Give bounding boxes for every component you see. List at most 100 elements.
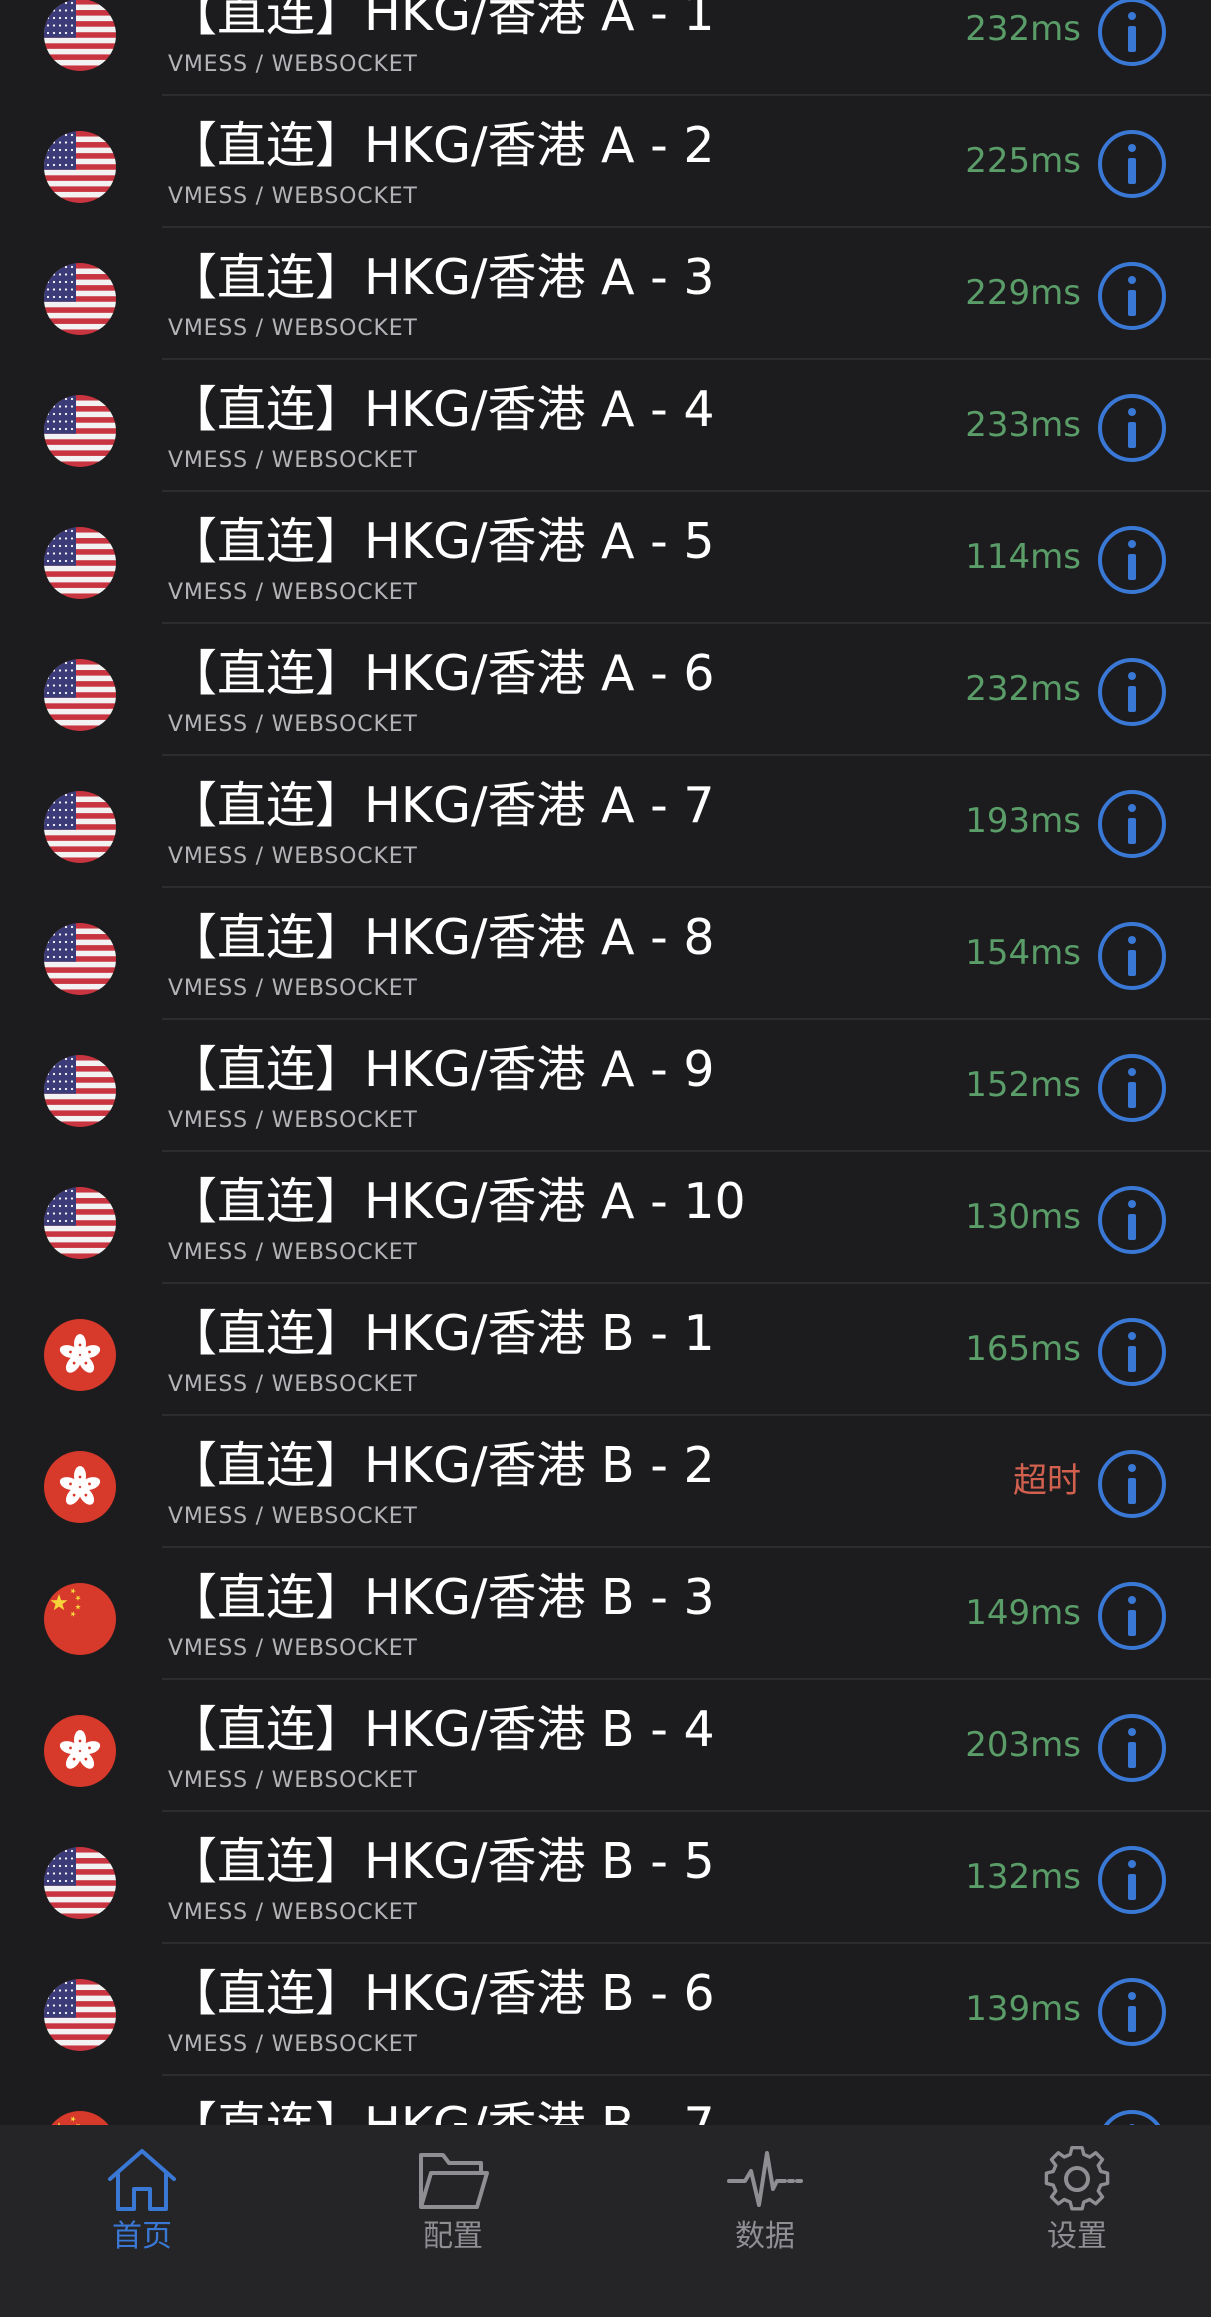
server-row[interactable]: 【直连】HKG/香港 A - 2 VMESS / WEBSOCKET 225ms: [0, 96, 1211, 228]
server-row[interactable]: 【直连】HKG/香港 A - 7 VMESS / WEBSOCKET 193ms: [0, 756, 1211, 888]
latency-label: 233ms: [965, 405, 1081, 445]
info-icon[interactable]: [1097, 0, 1167, 67]
info-icon[interactable]: [1097, 657, 1167, 727]
info-icon[interactable]: [1097, 525, 1167, 595]
server-name: 【直连】HKG/香港 B - 3: [168, 1569, 715, 1626]
us-flag-icon: [44, 1055, 116, 1127]
server-row[interactable]: 【直连】HKG/香港 A - 10 VMESS / WEBSOCKET 130ms: [0, 1152, 1211, 1284]
server-row[interactable]: 【直连】HKG/香港 A - 4 VMESS / WEBSOCKET 233ms: [0, 360, 1211, 492]
server-row[interactable]: 【直连】HKG/香港 B - 3 VMESS / WEBSOCKET 149ms: [0, 1548, 1211, 1680]
info-icon[interactable]: [1097, 1185, 1167, 1255]
folder-icon: [419, 2153, 489, 2209]
latency-label: 232ms: [965, 9, 1081, 49]
server-row[interactable]: 【直连】HKG/香港 A - 5 VMESS / WEBSOCKET 114ms: [0, 492, 1211, 624]
us-flag-icon: [44, 659, 116, 731]
row-divider: [162, 1018, 1211, 1020]
info-icon[interactable]: [1097, 1581, 1167, 1651]
server-row[interactable]: 【直连】HKG/香港 B - 4 VMESS / WEBSOCKET 203ms: [0, 1680, 1211, 1812]
hk-flag-icon: [44, 1319, 116, 1391]
server-name: 【直连】HKG/香港 B - 1: [168, 1305, 715, 1362]
latency-label: 114ms: [965, 537, 1081, 577]
us-flag-icon: [44, 395, 116, 467]
us-flag-icon: [44, 0, 116, 71]
us-flag-icon: [44, 131, 116, 203]
info-icon[interactable]: [1097, 1449, 1167, 1519]
server-name: 【直连】HKG/香港 A - 5: [168, 513, 715, 570]
server-row[interactable]: 【直连】HKG/香港 B - 1 VMESS / WEBSOCKET 165ms: [0, 1284, 1211, 1416]
server-name: 【直连】HKG/香港 A - 2: [168, 117, 715, 174]
home-icon: [108, 2149, 176, 2211]
server-protocol: VMESS / WEBSOCKET: [168, 1504, 418, 1529]
server-name: 【直连】HKG/香港 A - 9: [168, 1041, 715, 1098]
info-icon[interactable]: [1097, 261, 1167, 331]
server-protocol: VMESS / WEBSOCKET: [168, 1240, 418, 1265]
server-name: 【直连】HKG/香港 A - 8: [168, 909, 715, 966]
us-flag-icon: [44, 1187, 116, 1259]
row-divider: [162, 1282, 1211, 1284]
server-name: 【直连】HKG/香港 B - 5: [168, 1833, 715, 1890]
server-row[interactable]: 【直连】HKG/香港 A - 3 VMESS / WEBSOCKET 229ms: [0, 228, 1211, 360]
info-icon[interactable]: [1097, 2109, 1167, 2125]
us-flag-icon: [44, 1979, 116, 2051]
row-divider: [162, 754, 1211, 756]
server-row[interactable]: 【直连】HKG/香港 A - 6 VMESS / WEBSOCKET 232ms: [0, 624, 1211, 756]
tab-config-label: 配置: [423, 2219, 483, 2254]
latency-label: 139ms: [965, 1989, 1081, 2029]
server-protocol: VMESS / WEBSOCKET: [168, 1900, 418, 1925]
info-icon[interactable]: [1097, 921, 1167, 991]
latency-label: 154ms: [965, 933, 1081, 973]
server-protocol: VMESS / WEBSOCKET: [168, 1108, 418, 1133]
us-flag-icon: [44, 923, 116, 995]
tab-settings[interactable]: 设置: [977, 2145, 1177, 2265]
info-icon[interactable]: [1097, 789, 1167, 859]
server-protocol: VMESS / WEBSOCKET: [168, 580, 418, 605]
info-icon[interactable]: [1097, 393, 1167, 463]
info-icon[interactable]: [1097, 1713, 1167, 1783]
tab-settings-label: 设置: [1047, 2219, 1107, 2254]
info-icon[interactable]: [1097, 1053, 1167, 1123]
server-name: 【直连】HKG/香港 B - 2: [168, 1437, 715, 1494]
server-protocol: VMESS / WEBSOCKET: [168, 1372, 418, 1397]
latency-label: 130ms: [965, 1197, 1081, 1237]
latency-label: 193ms: [965, 801, 1081, 841]
tab-data[interactable]: 数据: [665, 2145, 865, 2265]
server-protocol: VMESS / WEBSOCKET: [168, 1636, 418, 1661]
latency-label: 229ms: [965, 273, 1081, 313]
info-icon[interactable]: [1097, 1845, 1167, 1915]
server-name: 【直连】HKG/香港 B - 4: [168, 1701, 715, 1758]
server-protocol: VMESS / WEBSOCKET: [168, 712, 418, 737]
tab-config[interactable]: 配置: [353, 2145, 553, 2265]
row-divider: [162, 2074, 1211, 2076]
server-row[interactable]: 【直连】HKG/香港 A - 8 VMESS / WEBSOCKET 154ms: [0, 888, 1211, 1020]
info-icon[interactable]: [1097, 129, 1167, 199]
server-row[interactable]: 【直连】HKG/香港 B - 7: [0, 2076, 1211, 2125]
server-row[interactable]: 【直连】HKG/香港 B - 2 VMESS / WEBSOCKET 超时: [0, 1416, 1211, 1548]
server-protocol: VMESS / WEBSOCKET: [168, 448, 418, 473]
cn-flag-icon: [44, 1583, 116, 1655]
info-icon[interactable]: [1097, 1317, 1167, 1387]
server-row[interactable]: 【直连】HKG/香港 B - 6 VMESS / WEBSOCKET 139ms: [0, 1944, 1211, 2076]
info-icon[interactable]: [1097, 1977, 1167, 2047]
hk-flag-icon: [44, 1715, 116, 1787]
server-row[interactable]: 【直连】HKG/香港 B - 5 VMESS / WEBSOCKET 132ms: [0, 1812, 1211, 1944]
server-name: 【直连】HKG/香港 A - 7: [168, 777, 715, 834]
server-protocol: VMESS / WEBSOCKET: [168, 976, 418, 1001]
server-protocol: VMESS / WEBSOCKET: [168, 844, 418, 869]
tab-home[interactable]: 首页: [42, 2145, 242, 2265]
server-row[interactable]: 【直连】HKG/香港 A - 1 VMESS / WEBSOCKET 232ms: [0, 0, 1211, 96]
us-flag-icon: [44, 263, 116, 335]
server-protocol: VMESS / WEBSOCKET: [168, 2032, 418, 2057]
row-divider: [162, 226, 1211, 228]
row-divider: [162, 1546, 1211, 1548]
row-divider: [162, 1150, 1211, 1152]
us-flag-icon: [44, 791, 116, 863]
activity-pulse-icon: [727, 2151, 803, 2207]
server-row[interactable]: 【直连】HKG/香港 A - 9 VMESS / WEBSOCKET 152ms: [0, 1020, 1211, 1152]
server-protocol: VMESS / WEBSOCKET: [168, 1768, 418, 1793]
gear-icon: [1044, 2145, 1110, 2211]
server-name: 【直连】HKG/香港 A - 3: [168, 249, 715, 306]
row-divider: [162, 886, 1211, 888]
server-protocol: VMESS / WEBSOCKET: [168, 52, 418, 77]
tab-home-label: 首页: [112, 2219, 172, 2254]
server-name: 【直连】HKG/香港 A - 4: [168, 381, 715, 438]
